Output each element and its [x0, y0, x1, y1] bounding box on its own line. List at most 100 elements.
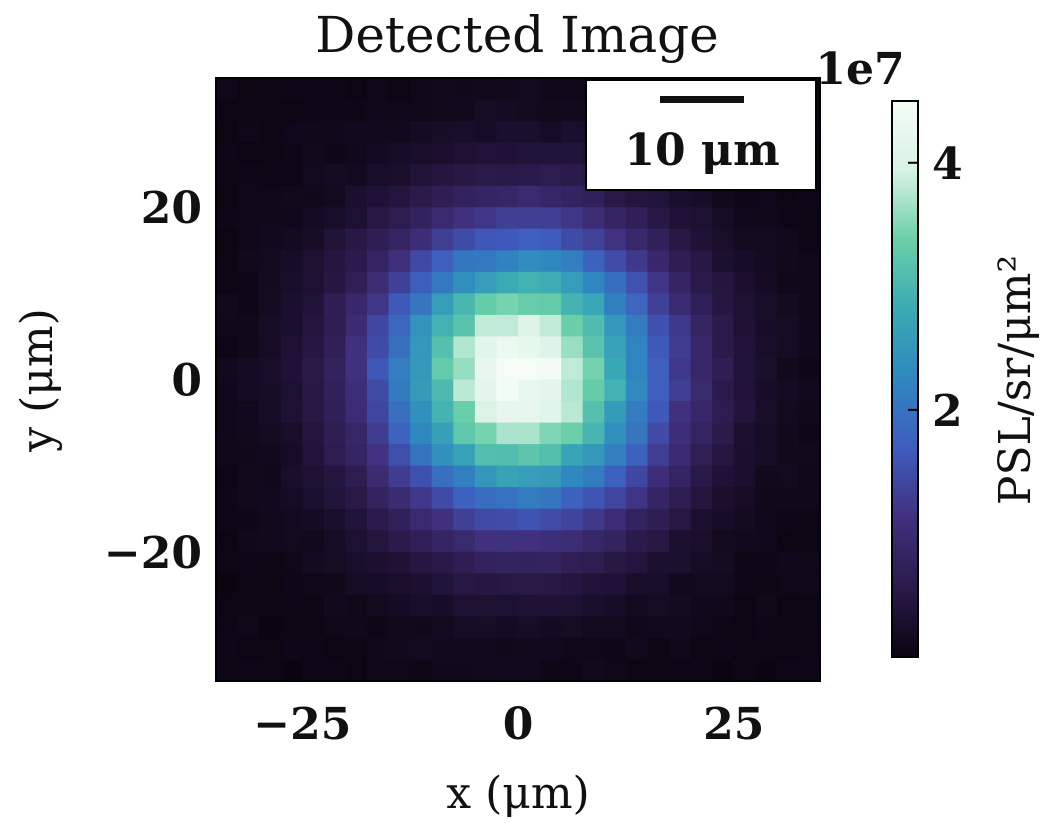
heatmap-cell	[302, 185, 325, 208]
heatmap-cell	[582, 401, 605, 424]
heatmap-cell	[776, 228, 800, 251]
heatmap-cell	[302, 207, 325, 230]
heatmap-cell	[431, 637, 454, 661]
heatmap-cell	[604, 185, 627, 208]
x-axis-ticks: −25 0 25	[253, 699, 764, 750]
heatmap-cell	[345, 401, 368, 424]
heatmap-cell	[474, 228, 498, 251]
heatmap-cell	[367, 336, 390, 359]
heatmap-cell	[518, 594, 541, 617]
heatmap-cell	[625, 207, 649, 230]
heatmap-cell	[410, 293, 433, 316]
heatmap-cell	[280, 487, 303, 510]
heatmap-cell	[669, 293, 692, 316]
heatmap-cell	[216, 78, 239, 101]
heatmap-cell	[518, 659, 541, 682]
heatmap-cell	[259, 121, 282, 144]
heatmap-cell	[345, 314, 368, 338]
y-tick-label: 20	[141, 183, 202, 234]
heatmap-cell	[323, 594, 347, 617]
heatmap-cell	[669, 314, 692, 338]
heatmap-cell	[647, 573, 670, 596]
heatmap-cell	[776, 487, 800, 510]
heatmap-cell	[410, 336, 433, 359]
heatmap-cell	[755, 228, 778, 251]
heatmap-cell	[798, 616, 821, 639]
heatmap-cell	[302, 573, 325, 596]
heatmap-cell	[582, 573, 605, 596]
heatmap-cell	[776, 379, 800, 402]
heatmap-cell	[625, 573, 649, 596]
heatmap-cell	[302, 465, 325, 488]
heatmap-cell	[561, 487, 584, 510]
heatmap-cell	[496, 401, 519, 424]
heatmap-cell	[302, 357, 325, 381]
heatmap-cell	[776, 357, 800, 381]
heatmap-cell	[302, 314, 325, 338]
heatmap-cell	[474, 465, 498, 488]
heatmap-cell	[431, 357, 454, 381]
heatmap-cell	[733, 530, 756, 553]
heatmap-cell	[259, 185, 282, 208]
heatmap-cell	[323, 508, 347, 531]
heatmap-cell	[237, 293, 260, 316]
heatmap-cell	[323, 379, 347, 402]
heatmap-cell	[561, 594, 584, 617]
heatmap-cell	[323, 185, 347, 208]
heatmap-cell	[388, 637, 411, 661]
heatmap-cell	[388, 121, 411, 144]
heatmap-cell	[431, 78, 454, 101]
heatmap-cell	[302, 444, 325, 467]
heatmap-cell	[323, 465, 347, 488]
heatmap-cell	[345, 250, 368, 273]
heatmap-cell	[216, 508, 239, 531]
heatmap-cell	[604, 293, 627, 316]
heatmap-cell	[216, 401, 239, 424]
heatmap-cell	[259, 357, 282, 381]
heatmap-cell	[388, 164, 411, 187]
heatmap-cell	[302, 594, 325, 617]
heatmap-cell	[237, 508, 260, 531]
heatmap-cell	[690, 422, 713, 445]
heatmap-cell	[496, 164, 519, 187]
heatmap-cell	[280, 465, 303, 488]
heatmap-cell	[388, 487, 411, 510]
heatmap-cell	[733, 422, 756, 445]
heatmap-cell	[367, 508, 390, 531]
heatmap-cell	[690, 594, 713, 617]
heatmap-cell	[518, 616, 541, 639]
heatmap-cell	[647, 401, 670, 424]
heatmap-cell	[776, 271, 800, 294]
heatmap-cell	[776, 659, 800, 682]
heatmap-cell	[625, 228, 649, 251]
heatmap-cell	[669, 228, 692, 251]
heatmap-cell	[237, 121, 260, 144]
heatmap-cell	[280, 530, 303, 553]
heatmap-cell	[625, 271, 649, 294]
heatmap-cell	[453, 99, 476, 122]
heatmap-cell	[712, 293, 735, 316]
heatmap-cell	[604, 228, 627, 251]
heatmap-cell	[410, 99, 433, 122]
heatmap-cell	[367, 250, 390, 273]
heatmap-cell	[474, 142, 498, 165]
heatmap-cell	[388, 401, 411, 424]
heatmap-cell	[561, 185, 584, 208]
heatmap-cell	[690, 250, 713, 273]
heatmap-cell	[755, 207, 778, 230]
heatmap-cell	[669, 594, 692, 617]
heatmap-cell	[604, 487, 627, 510]
scale-bar-label: 10 μm	[624, 125, 779, 176]
heatmap-cell	[561, 99, 584, 122]
heatmap-cell	[367, 401, 390, 424]
heatmap-cell	[388, 271, 411, 294]
heatmap-cell	[518, 573, 541, 596]
heatmap-cell	[798, 594, 821, 617]
heatmap-cell	[216, 336, 239, 359]
heatmap-cell	[518, 207, 541, 230]
heatmap-cell	[237, 99, 260, 122]
heatmap-cell	[410, 508, 433, 531]
heatmap-cell	[798, 573, 821, 596]
heatmap-cell	[453, 271, 476, 294]
heatmap-cell	[280, 121, 303, 144]
